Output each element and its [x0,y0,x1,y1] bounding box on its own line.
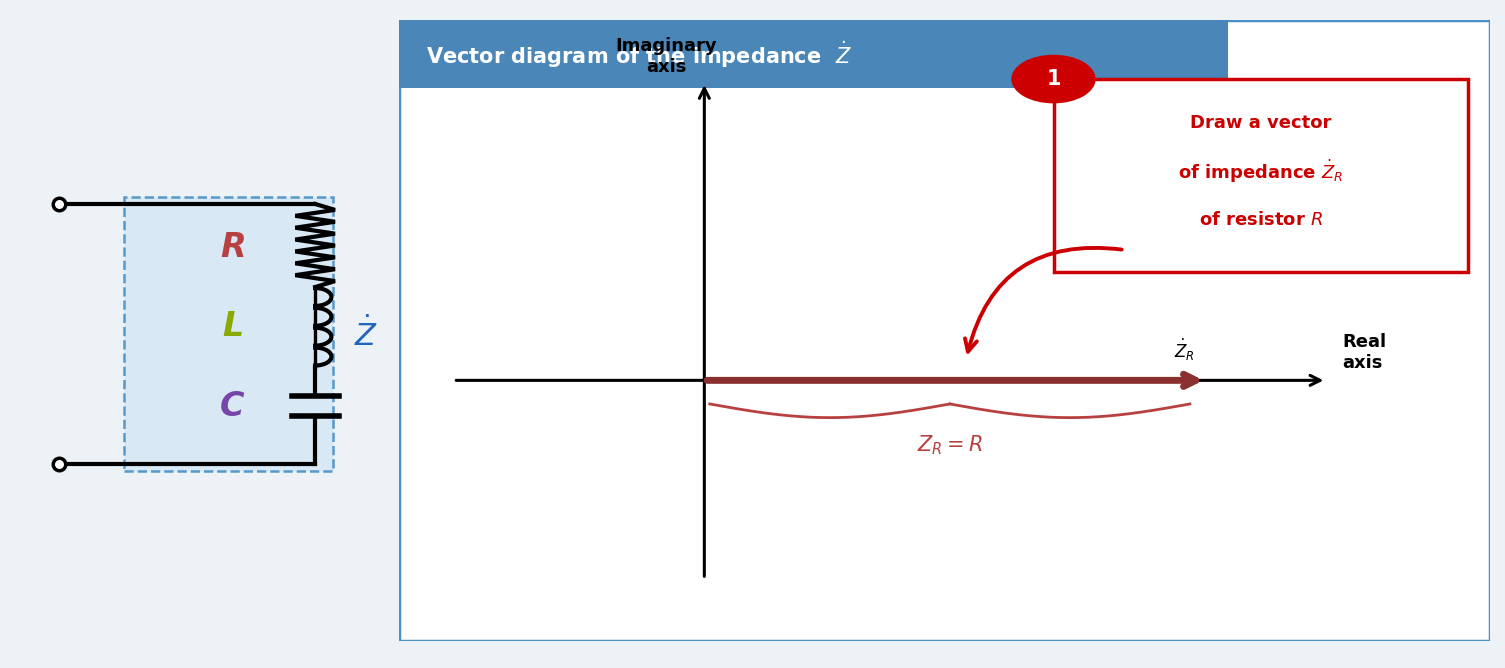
Circle shape [1011,55,1096,103]
FancyBboxPatch shape [1054,79,1469,272]
Text: Real
axis: Real axis [1342,333,1386,372]
Text: Vector diagram of the impedance  $\dot{Z}$: Vector diagram of the impedance $\dot{Z}… [426,39,852,69]
Text: 1: 1 [1046,69,1061,89]
Text: Draw a vector: Draw a vector [1190,114,1332,132]
Text: $\dot{Z}$: $\dot{Z}$ [354,316,378,352]
Text: $\dot{Z}_R$: $\dot{Z}_R$ [1174,337,1195,363]
Text: of impedance $\dot{Z}_R$: of impedance $\dot{Z}_R$ [1178,158,1344,185]
FancyBboxPatch shape [123,197,333,471]
Text: $\bfit{C}$: $\bfit{C}$ [220,389,245,423]
Text: $\bfit{L}$: $\bfit{L}$ [221,310,242,343]
Text: of resistor $R$: of resistor $R$ [1199,211,1323,229]
FancyBboxPatch shape [399,20,1490,641]
Text: Imaginary
axis: Imaginary axis [616,37,716,76]
Text: $Z_R = R$: $Z_R = R$ [917,433,983,457]
Text: $\bfit{R}$: $\bfit{R}$ [220,231,244,264]
FancyBboxPatch shape [399,20,1228,88]
